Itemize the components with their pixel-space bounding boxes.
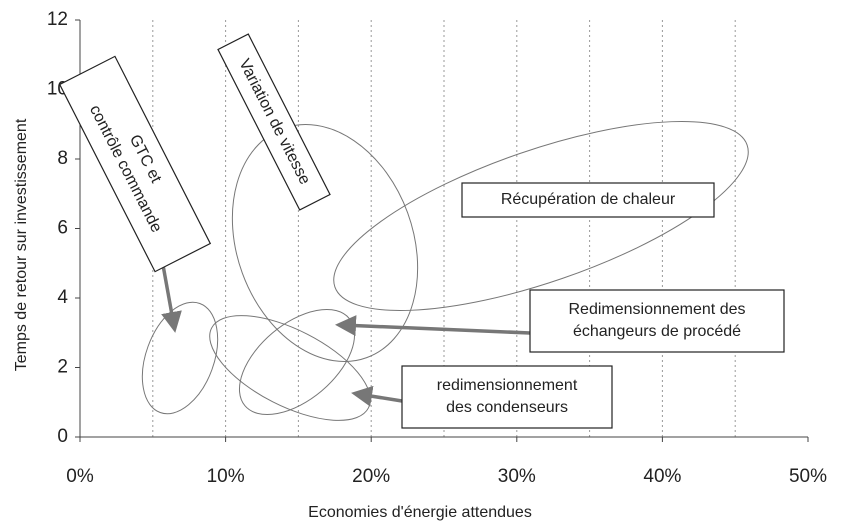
y-tick-label: 0 [57, 426, 68, 447]
y-tick-label: 12 [47, 9, 68, 30]
x-tick-label: 50% [789, 466, 827, 487]
region-chaleur [333, 120, 749, 312]
annotation: Redimensionnement des échangeurs de procé… [529, 289, 785, 353]
annotation-text: Variation de vitesse [235, 56, 313, 187]
region-echangeurs [209, 315, 371, 421]
x-tick-label: 0% [66, 466, 94, 487]
x-tick-label: 20% [352, 466, 390, 487]
region-gtc [141, 301, 219, 415]
y-tick-label: 4 [57, 287, 68, 308]
annotation-text: des condenseurs [446, 399, 568, 416]
x-tick-label: 30% [498, 466, 536, 487]
x-axis-label: Economies d'énergie attendues [308, 504, 532, 521]
annotation: Variation de vitesse [217, 33, 331, 211]
annotation: redimensionnement des condenseurs [401, 365, 613, 429]
arrow [351, 385, 403, 407]
annotation-box [217, 33, 331, 211]
y-tick-label: 8 [57, 148, 68, 169]
annotation-box [401, 365, 613, 429]
region-condenseurs [238, 308, 356, 416]
y-tick-label: 6 [57, 218, 68, 239]
y-tick-label: 2 [57, 357, 68, 378]
annotation-text: Récupération de chaleur [501, 191, 676, 208]
annotation-text: redimensionnement [437, 377, 578, 394]
arrows [161, 264, 531, 407]
annotation-box [58, 55, 212, 273]
arrow [161, 264, 182, 333]
annotation-box [529, 289, 785, 353]
annotation-text: échangeurs de procédé [573, 323, 741, 340]
arrow [335, 315, 531, 337]
x-tick-label: 40% [643, 466, 681, 487]
x-tick-label: 10% [207, 466, 245, 487]
annotation-text: Redimensionnement des [569, 301, 746, 318]
y-axis-label: Temps de retour sur investissement [13, 118, 30, 371]
annotation: Récupération de chaleur [461, 182, 715, 218]
annotation-box [461, 182, 715, 218]
